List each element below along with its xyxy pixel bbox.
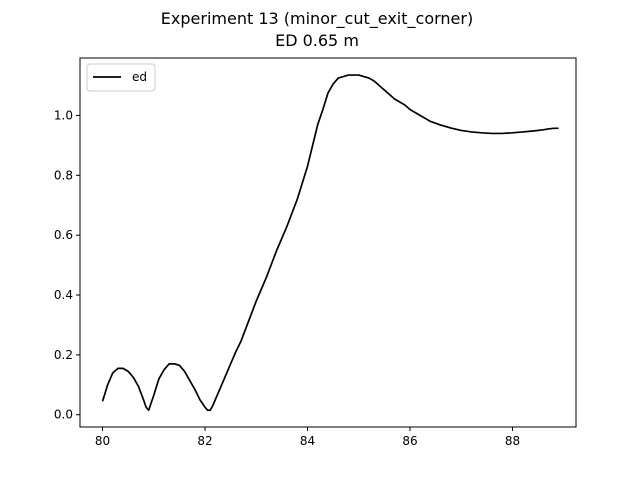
y-tick-label: 0.0 bbox=[54, 408, 73, 422]
y-tick-label: 1.0 bbox=[54, 108, 73, 122]
series-layer bbox=[101, 74, 559, 412]
x-tick-label: 82 bbox=[197, 434, 212, 448]
x-tick-label: 84 bbox=[300, 434, 315, 448]
chart-title: Experiment 13 (minor_cut_exit_corner) bbox=[161, 9, 473, 29]
y-tick-label: 0.4 bbox=[54, 288, 73, 302]
plot-area bbox=[79, 57, 577, 428]
x-tick-label: 80 bbox=[95, 434, 110, 448]
x-tick-label: 86 bbox=[402, 434, 417, 448]
legend: ed bbox=[86, 63, 156, 92]
x-tick-label: 88 bbox=[505, 434, 520, 448]
chart-subtitle: ED 0.65 m bbox=[275, 31, 359, 50]
plot-frame bbox=[79, 57, 577, 428]
x-axis: 80 82 84 86 88 bbox=[95, 427, 520, 448]
y-tick-label: 0.2 bbox=[54, 348, 73, 362]
legend-label-ed: ed bbox=[132, 70, 147, 84]
y-tick-label: 0.8 bbox=[54, 168, 73, 182]
y-tick-label: 0.6 bbox=[54, 228, 73, 242]
y-axis: 0.0 0.2 0.4 0.6 0.8 1.0 bbox=[54, 108, 80, 422]
series-line-ed bbox=[101, 74, 559, 412]
